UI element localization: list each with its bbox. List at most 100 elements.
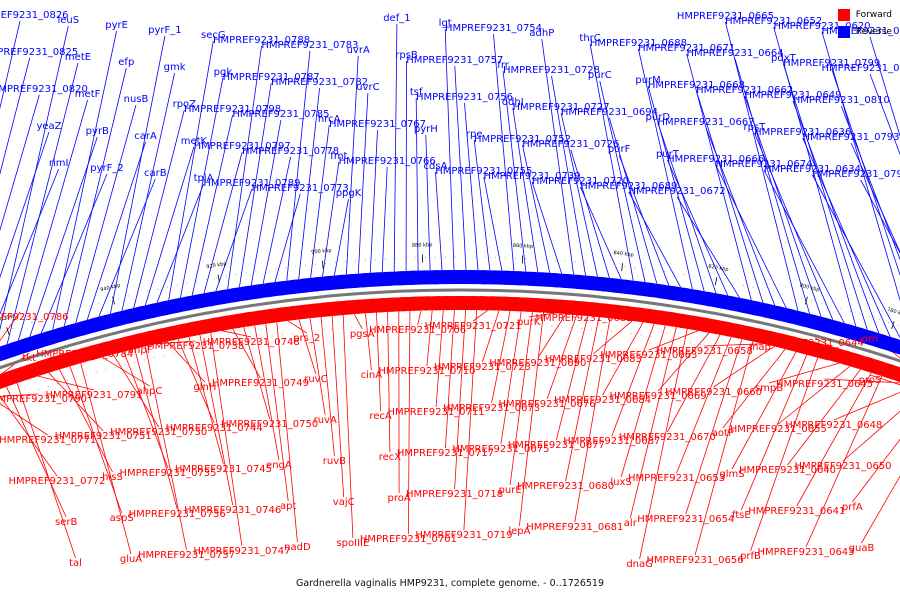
forward-gene-label: alr — [624, 518, 638, 529]
reverse-gene-label: pyrH — [414, 124, 438, 135]
leader-line — [500, 311, 522, 445]
leader-line — [6, 386, 67, 518]
leader-line — [239, 82, 272, 288]
forward-gene-label: HMPREF9231_0687 — [563, 436, 660, 447]
forward-gene-label: ahpF — [128, 345, 153, 356]
leader-line — [821, 31, 900, 302]
leader-line — [454, 65, 467, 271]
leader-line — [86, 141, 146, 320]
leader-line — [298, 87, 320, 280]
leader-line — [6, 62, 79, 345]
forward-gene-label: ruvB — [323, 456, 346, 467]
leader-line — [286, 50, 311, 281]
forward-gene-label: HMPREF9231_0654 — [637, 514, 734, 525]
forward-gene-label: smpB — [755, 383, 783, 394]
forward-gene-label: apt — [280, 501, 296, 512]
leader-line — [0, 94, 40, 232]
leader-line — [657, 332, 710, 392]
leader-line — [310, 124, 330, 278]
reverse-gene-label: purD — [646, 112, 671, 123]
leader-line — [369, 129, 378, 273]
forward-gene-label: purE — [499, 485, 522, 496]
forward-gene-label: HMPREF9231_0718 — [406, 489, 503, 500]
reverse-gene-label: HMPREF9231_0664 — [687, 48, 784, 59]
leader-line — [408, 310, 411, 535]
reverse-gene-label: leuS — [57, 15, 79, 26]
forward-gene-label: HMPREF9231_0656 — [647, 555, 744, 566]
leader-line — [715, 164, 787, 309]
forward-gene-label: HMPREF9231_0771 — [0, 435, 96, 446]
forward-gene-label: HMPREF9231_0682 — [536, 313, 633, 324]
leader-line — [860, 179, 900, 254]
leader-line — [454, 309, 466, 490]
reverse-gene-label: cdsA — [424, 161, 448, 172]
forward-gene-label: glnH — [193, 382, 216, 393]
reverse-gene-label: HMPREF9231_0768 — [821, 63, 900, 74]
forward-gene-label: HMPREF9231_0751 — [55, 431, 152, 442]
leader-line — [331, 315, 345, 498]
leader-line — [0, 20, 21, 110]
leader-line — [740, 354, 808, 511]
leader-line — [861, 475, 900, 544]
leader-line — [628, 191, 681, 288]
leader-line — [833, 391, 900, 421]
forward-gene-label: tal — [69, 558, 82, 569]
leader-line — [796, 372, 872, 507]
reverse-gene-label: yeaZ — [36, 121, 61, 132]
forward-gene-label: HMPREF9231_0717 — [397, 448, 494, 459]
reverse-gene-label: uvrC — [356, 82, 379, 93]
reverse-gene-label: HMPREF9231_0634 — [764, 164, 861, 175]
forward-gene-label: spoIIIE — [336, 538, 369, 549]
forward-gene-label: HMPREF9231_0748 — [203, 337, 300, 348]
reverse-gene-label: HMPREF9231_0720 — [532, 176, 629, 187]
forward-gene-label: HMPREF9231_0710 — [378, 366, 475, 377]
forward-gene-label: HMPREF9231_0683 — [545, 354, 642, 365]
forward-gene-label: aotP — [712, 428, 734, 439]
leader-line — [676, 196, 740, 299]
leader-line — [166, 341, 206, 383]
forward-gene-label: HMPREF9231_0749 — [212, 378, 309, 389]
leader-line — [298, 319, 317, 375]
forward-swatch — [837, 8, 850, 21]
leader-line — [203, 151, 243, 294]
forward-gene-label: HMPREF9231_0744 — [166, 423, 263, 434]
leader-line — [512, 107, 539, 273]
leader-line — [444, 28, 455, 271]
forward-gene-label: ruvA — [314, 415, 337, 426]
tick-mark — [321, 260, 324, 269]
leader-line — [133, 109, 185, 309]
leader-line — [445, 309, 455, 449]
forward-gene-label: lepA — [508, 526, 530, 537]
tick-label: 940 kbp — [100, 283, 121, 294]
reverse-gene-label: HMPREF9231_0783 — [261, 40, 358, 51]
leader-line — [342, 314, 354, 539]
tick-mark — [112, 296, 115, 305]
leader-line — [482, 310, 500, 363]
reverse-gene-label: HMPREF9231_0788 — [213, 35, 310, 46]
reverse-gene-label: odhI — [502, 97, 524, 108]
leader-line — [685, 338, 743, 515]
forward-gene-label: glmS — [719, 469, 744, 480]
leader-line — [676, 336, 732, 474]
reverse-gene-label: HMPREF9231_0792 — [812, 169, 900, 180]
leader-line — [546, 314, 578, 400]
leader-lines — [0, 20, 900, 560]
leader-line — [620, 325, 666, 478]
reverse-gene-label: HMPREF9231_0667 — [658, 117, 755, 128]
reverse-gene-label: HMPREF9231_0787 — [223, 72, 320, 83]
forward-gene-label: HMPREF9231_0772 — [8, 476, 105, 487]
leader-line — [722, 348, 786, 429]
tick-label: 920 kbp — [206, 261, 227, 270]
legend-forward-label: Forward — [855, 9, 892, 20]
forward-gene-label: HMPREF9231_0643 — [757, 547, 854, 558]
forward-gene-label: HMPREF9231_0645 — [776, 379, 873, 390]
genome-backbone-arc — [0, 288, 900, 370]
forward-gene-label: HMPREF9231_0677 — [508, 440, 605, 451]
leader-line — [18, 99, 88, 341]
forward-gene-label: HMPREF9231_0719 — [415, 530, 512, 541]
reverse-gene-label: hrcA — [318, 114, 341, 125]
legend-forward: Forward — [837, 6, 892, 23]
leader-line — [215, 188, 253, 292]
